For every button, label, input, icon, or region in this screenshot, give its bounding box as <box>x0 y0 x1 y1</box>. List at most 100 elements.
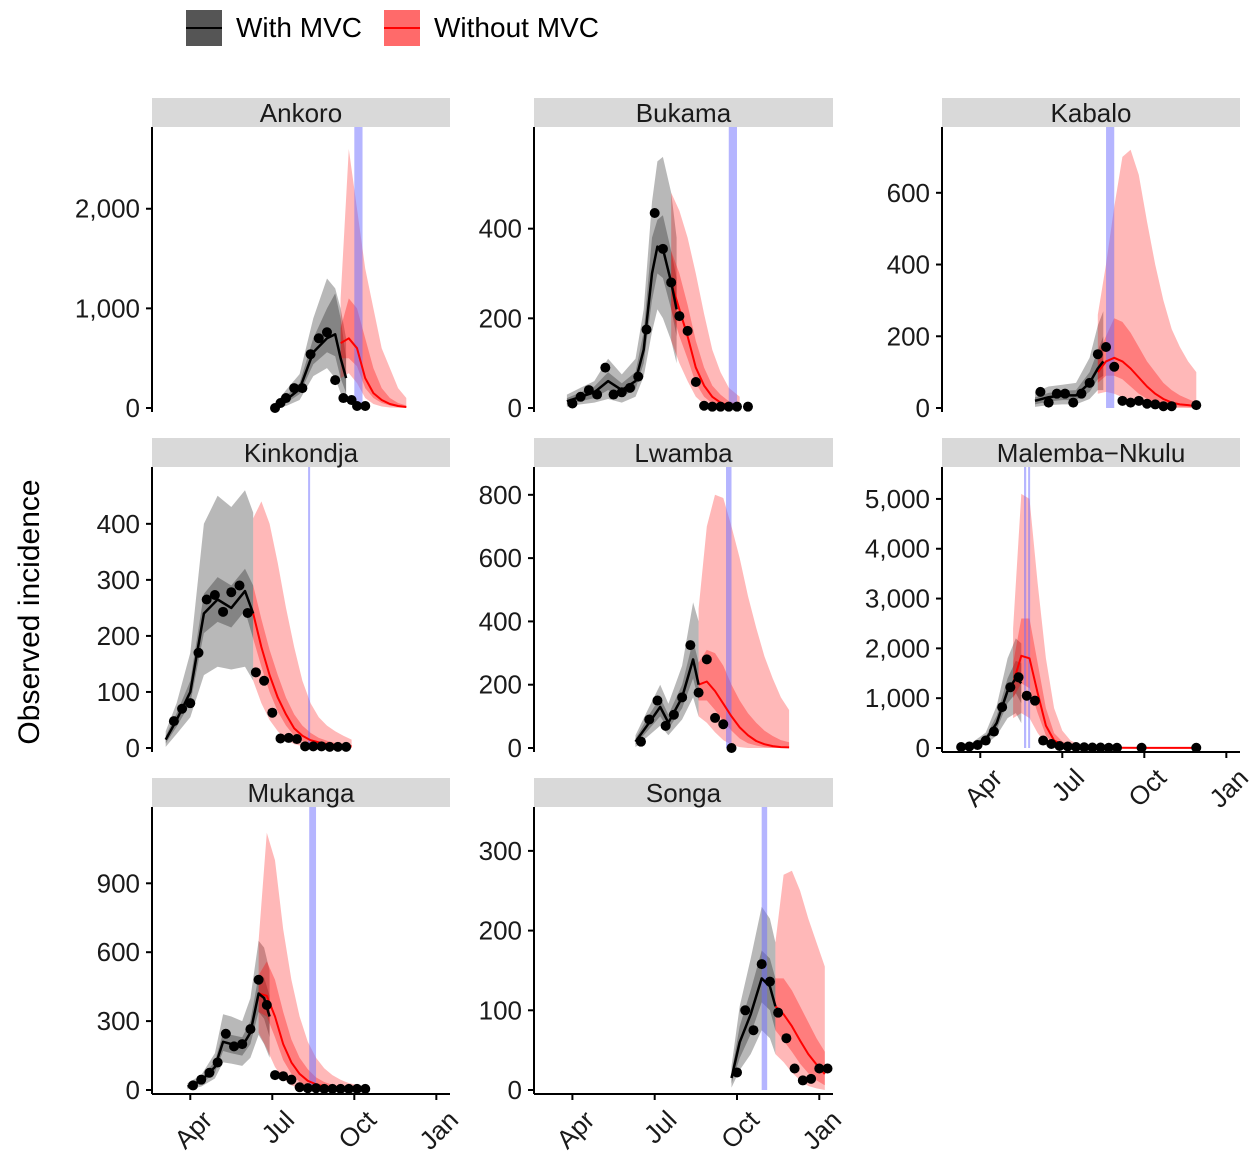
observed-point <box>701 654 712 665</box>
observed-point <box>652 695 663 706</box>
observed-point <box>797 1075 808 1086</box>
observed-point <box>773 1007 784 1018</box>
y-tick-label: 600 <box>479 543 522 573</box>
observed-point <box>731 401 742 412</box>
x-tick-label: Jul <box>1045 763 1090 808</box>
without-mvc-95-band <box>1013 493 1197 748</box>
observed-point <box>253 974 264 985</box>
observed-point <box>319 1083 330 1094</box>
panel-title: Kinkondja <box>244 438 359 468</box>
panel-strip <box>534 778 833 807</box>
observed-point <box>218 606 229 617</box>
observed-point <box>1087 742 1098 753</box>
observed-point <box>305 349 316 360</box>
y-tick-label: 400 <box>97 509 140 539</box>
observed-point <box>657 243 668 254</box>
y-tick-label: 5,000 <box>865 484 930 514</box>
y-tick-label: 3,000 <box>865 584 930 614</box>
observed-point <box>1005 682 1016 693</box>
x-tick-label: Oct <box>715 1104 765 1154</box>
panel-strip <box>534 438 833 467</box>
observed-point <box>789 1063 800 1074</box>
observed-point <box>343 1083 354 1094</box>
panel-kinkondja: Kinkondja 0 100 200 300 400 <box>97 438 450 763</box>
y-tick-label: 300 <box>97 565 140 595</box>
y-tick-label: 400 <box>479 214 522 244</box>
observed-point <box>330 375 341 386</box>
observed-point <box>1191 400 1202 411</box>
with-mvc-95-band <box>566 156 677 407</box>
observed-point <box>1043 397 1054 408</box>
observed-point <box>226 587 237 598</box>
panel-strip <box>534 98 833 127</box>
x-tick-label: Apr <box>168 1104 218 1154</box>
y-tick-label: 900 <box>97 868 140 898</box>
observed-point <box>740 1005 751 1016</box>
observed-point <box>360 1083 371 1094</box>
observed-point <box>707 401 718 412</box>
observed-point <box>964 741 975 752</box>
observed-point <box>250 667 261 678</box>
observed-point <box>1103 742 1114 753</box>
observed-point <box>1133 395 1144 406</box>
observed-point <box>1109 361 1120 372</box>
observed-point <box>286 1074 297 1085</box>
observed-point <box>1166 401 1177 412</box>
observed-point <box>1150 399 1161 410</box>
observed-point <box>1035 386 1046 397</box>
panel-ankoro: Ankoro 0 1,000 2,000 <box>75 98 450 423</box>
observed-point <box>1101 342 1112 353</box>
without-mvc-95-band <box>698 494 790 748</box>
observed-point <box>289 383 300 394</box>
mvc-window <box>1024 467 1027 748</box>
observed-point <box>245 1024 256 1035</box>
observed-point <box>988 726 999 737</box>
y-tick-label: 300 <box>97 1006 140 1036</box>
observed-point <box>682 325 693 336</box>
panel-title: Kabalo <box>1051 98 1132 128</box>
legend-swatch-without-mvc <box>384 10 420 46</box>
observed-point <box>674 311 685 322</box>
observed-point <box>352 1083 363 1094</box>
y-tick-label: 200 <box>97 621 140 651</box>
observed-point <box>360 401 371 412</box>
y-tick-label: 0 <box>126 733 140 763</box>
y-tick-label: 600 <box>97 937 140 967</box>
without-mvc-95-band <box>258 832 366 1090</box>
observed-point <box>242 607 253 618</box>
observed-point <box>997 702 1008 713</box>
observed-point <box>1051 388 1062 399</box>
observed-point <box>270 1070 281 1081</box>
without-mvc-line <box>1097 356 1197 408</box>
observed-point <box>209 590 220 601</box>
observed-point <box>1029 695 1040 706</box>
observed-point <box>1060 388 1071 399</box>
observed-point <box>625 382 636 393</box>
panel-bukama: Bukama 0 200 400 <box>479 98 833 423</box>
observed-point <box>201 594 212 605</box>
without-mvc-line <box>698 680 790 749</box>
panel-strip <box>152 438 450 467</box>
panel-strip <box>942 438 1240 467</box>
without-mvc-50-band <box>1013 618 1197 748</box>
without-mvc-50-band <box>698 649 790 748</box>
observed-point <box>185 698 196 709</box>
observed-point <box>234 580 245 591</box>
without-mvc-50-band <box>1097 318 1197 408</box>
observed-point <box>715 401 726 412</box>
x-tick-label: Jan <box>796 1105 847 1156</box>
y-tick-label: 300 <box>479 836 522 866</box>
legend-item-without-mvc[interactable]: Without MVC <box>384 10 599 46</box>
panel-strip <box>152 778 450 807</box>
observed-point <box>742 401 753 412</box>
observed-point <box>649 207 660 218</box>
observed-point <box>237 1039 248 1050</box>
observed-point <box>267 707 278 718</box>
observed-point <box>335 1083 346 1094</box>
observed-point <box>668 709 679 720</box>
without-mvc-95-band <box>1097 149 1197 409</box>
legend-item-with-mvc[interactable]: With MVC <box>186 10 362 46</box>
without-mvc-50-band <box>253 585 352 748</box>
mvc-window <box>354 127 363 408</box>
